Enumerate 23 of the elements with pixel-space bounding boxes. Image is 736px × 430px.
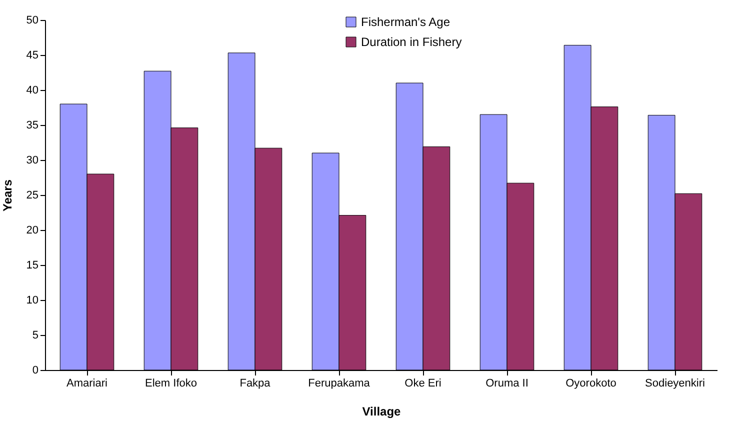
y-axis-title: Years [0, 179, 14, 212]
y-tick-label: 40 [26, 84, 38, 96]
y-tick-label: 25 [26, 190, 38, 202]
x-axis-title: Village [362, 404, 402, 418]
x-tick-label: Amariari [66, 378, 108, 390]
y-tick-label: 35 [26, 120, 38, 132]
y-tick-label: 0 [32, 364, 38, 376]
x-tick-label: Oruma II [486, 378, 528, 390]
y-tick-label: 45 [26, 50, 38, 62]
x-tick-label: Sodieyenkiri [645, 378, 705, 390]
x-tick-label: Oke Eri [404, 378, 442, 390]
x-tick-label: Elem Ifoko [145, 378, 197, 390]
y-tick-label: 20 [26, 224, 38, 236]
x-tick-label: Fakpa [240, 378, 272, 390]
legend-label: Fisherman's Age [361, 15, 450, 29]
x-tick-label: Oyorokoto [566, 378, 616, 390]
y-tick-label: 30 [26, 154, 38, 166]
legend-label: Duration in Fishery [361, 35, 462, 49]
y-tick-label: 10 [26, 294, 38, 306]
x-tick-label: Ferupakama [308, 378, 371, 390]
y-tick-label: 15 [26, 260, 38, 272]
y-tick-label: 50 [26, 14, 38, 26]
y-tick-label: 5 [32, 330, 38, 342]
